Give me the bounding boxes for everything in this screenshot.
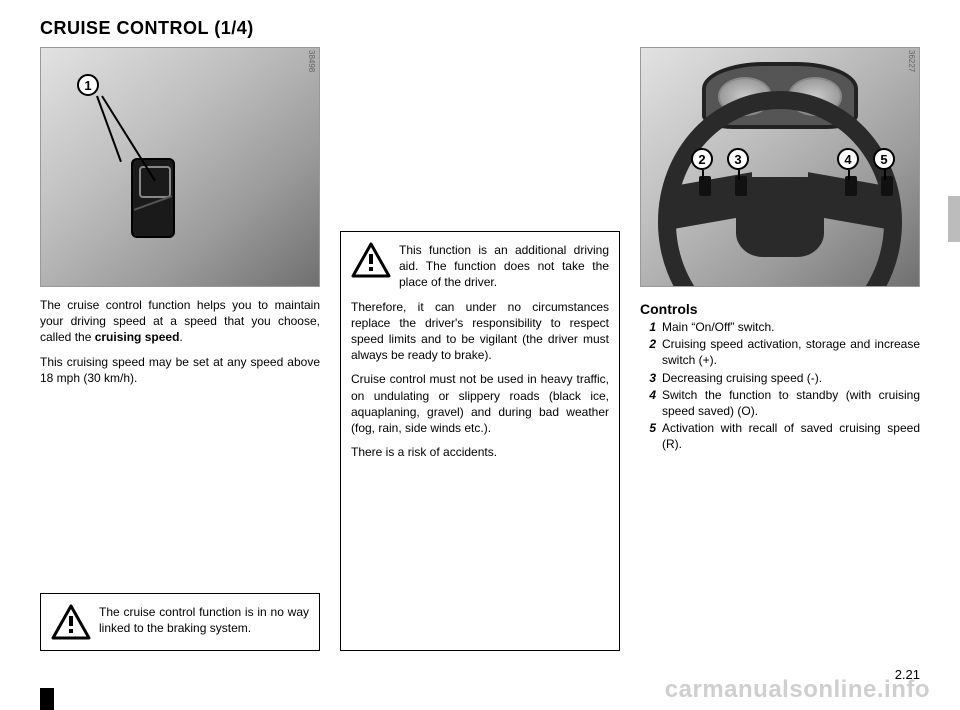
warn-big-p4: There is a risk of accidents. [351,444,609,460]
cruise-switch-graphic [131,158,175,238]
controls-heading: Controls [640,301,920,317]
col2-spacer-top [340,47,620,231]
controls-item-text: Switch the function to standby (with cru… [662,387,920,419]
manual-page: CRUISE CONTROL (1/4) 38498 1 The cruise … [0,0,960,710]
column-2: This function is an additional driving a… [340,47,620,651]
illustration-wheel: 36227 2 3 4 5 [640,47,920,287]
controls-list: 1 Main “On/Off” switch. 2 Cruising speed… [640,319,920,454]
callout-4: 4 [837,148,859,170]
illustration-switch: 38498 1 [40,47,320,287]
controls-item-num: 1 [640,319,662,335]
warning-icon [51,604,91,640]
controls-item-num: 3 [640,370,662,386]
leader-line [738,170,740,180]
controls-item-text: Main “On/Off” switch. [662,319,920,335]
controls-item: 2 Cruising speed activation, storage and… [640,336,920,368]
leader-line [848,170,850,180]
warn-big-p2: Therefore, it can under no circumstances… [351,299,609,364]
controls-item-num: 4 [640,387,662,419]
page-title: CRUISE CONTROL (1/4) [40,18,920,39]
controls-item: 4 Switch the function to standby (with c… [640,387,920,419]
stalk-btn [735,176,747,196]
controls-item: 1 Main “On/Off” switch. [640,319,920,335]
controls-item-text: Cruising speed activation, storage and i… [662,336,920,368]
wheel-hub [736,177,825,258]
stalk-btn [845,176,857,196]
watermark: carmanualsonline.info [665,676,930,704]
controls-item: 5 Activation with recall of saved cruisi… [640,420,920,452]
callout-2: 2 [691,148,713,170]
leader-line [702,170,704,180]
leader-line [884,170,886,180]
image-ref-right: 36227 [907,50,916,72]
leader-line [101,95,156,181]
callout-5: 5 [873,148,895,170]
callout-1-num: 1 [84,78,91,93]
warn-big-p3: Cruise control must not be used in heavy… [351,371,609,436]
side-tab [948,196,960,242]
corner-mark [40,688,54,710]
col1-spacer: The cruise control function is in no way… [40,593,320,651]
warn-big-p1: This function is an additional driving a… [351,242,609,291]
controls-item-num: 2 [640,336,662,368]
controls-item-num: 5 [640,420,662,452]
image-ref-left: 38498 [307,50,316,72]
intro-text: The cruise control function helps you to… [40,297,320,394]
warning-box-small: The cruise control function is in no way… [40,593,320,651]
warning-small-text: The cruise control function is in no way… [99,605,309,635]
column-3: 36227 2 3 4 5 Controls [640,47,920,651]
column-1: 38498 1 The cruise control function help… [40,47,320,651]
intro-p1: The cruise control function helps you to… [40,297,320,346]
columns: 38498 1 The cruise control function help… [40,47,920,651]
controls-item-text: Activation with recall of saved cruising… [662,420,920,452]
warning-icon [351,242,391,278]
controls-item: 3 Decreasing cruising speed (-). [640,370,920,386]
stalk-btn [881,176,893,196]
title-main: CRUISE CONTROL [40,18,209,38]
stalk-btn [699,176,711,196]
title-part: (1/4) [214,18,254,38]
callout-1: 1 [77,74,99,96]
intro-p2: This cruising speed may be set at any sp… [40,354,320,386]
controls-item-text: Decreasing cruising speed (-). [662,370,920,386]
warning-box-large: This function is an additional driving a… [340,231,620,651]
callout-3: 3 [727,148,749,170]
